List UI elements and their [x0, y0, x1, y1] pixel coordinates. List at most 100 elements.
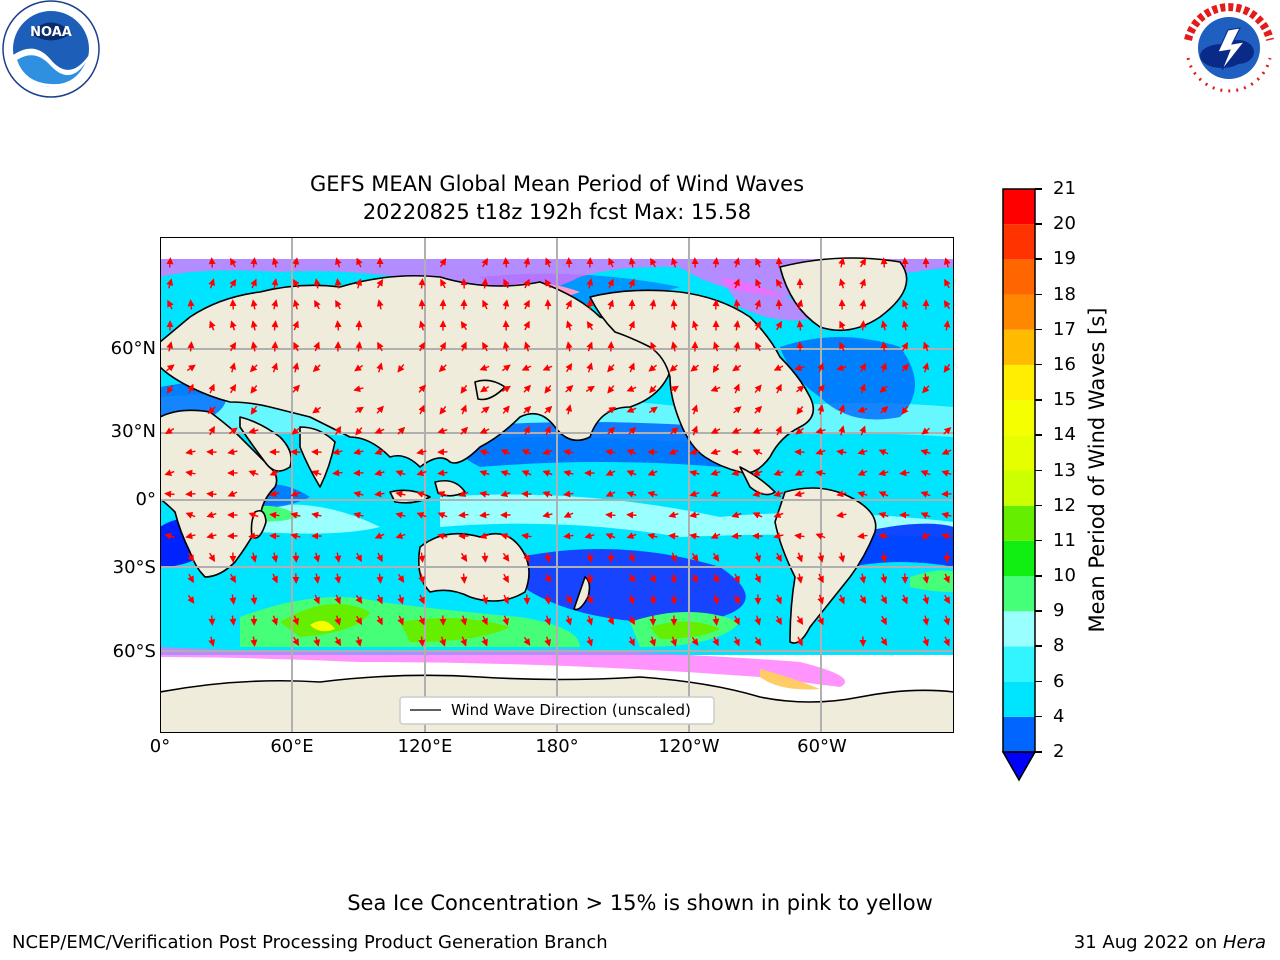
direction-arrow — [248, 427, 259, 435]
direction-arrow — [250, 552, 258, 563]
direction-arrow — [523, 405, 532, 414]
direction-arrow — [208, 425, 215, 436]
direction-arrow — [480, 385, 490, 393]
direction-arrow — [710, 448, 721, 456]
direction-arrow — [566, 320, 573, 331]
direction-arrow — [857, 448, 868, 456]
direction-arrow — [752, 449, 763, 456]
direction-arrow — [607, 278, 614, 289]
direction-arrow — [565, 615, 573, 626]
colorbar-tick-label: 20 — [1053, 213, 1076, 235]
direction-arrow — [775, 594, 782, 605]
direction-arrow — [292, 299, 300, 310]
direction-arrow — [712, 257, 720, 268]
lon-label-60e: 60°E — [270, 736, 314, 757]
direction-arrow — [418, 341, 425, 352]
direction-arrow — [859, 425, 866, 436]
direction-arrow — [502, 594, 509, 605]
direction-arrow — [354, 406, 364, 414]
direction-arrow — [250, 278, 257, 289]
direction-arrow — [523, 341, 531, 352]
direction-arrow — [397, 615, 404, 626]
direction-arrow — [817, 552, 825, 563]
colorbar-segment — [1003, 611, 1035, 647]
direction-arrow — [229, 573, 236, 584]
sea-ice-note: Sea Ice Concentration > 15% is shown in … — [347, 891, 933, 915]
direction-arrow — [941, 448, 952, 455]
direction-arrow — [941, 511, 952, 519]
direction-arrow — [208, 636, 216, 647]
direction-arrow — [418, 404, 425, 415]
colorbar-tick-mark — [1035, 188, 1042, 190]
direction-arrow — [479, 511, 490, 519]
direction-arrow — [249, 364, 258, 373]
direction-arrow — [712, 363, 720, 373]
colorbar-label: Mean Period of Wind Waves [s] — [1085, 307, 1109, 633]
direction-arrow — [545, 257, 552, 268]
direction-arrow — [544, 594, 552, 605]
direction-arrow — [229, 362, 237, 373]
direction-arrow — [437, 512, 448, 519]
lon-label-60w: 60°W — [797, 736, 847, 757]
direction-arrow — [542, 364, 553, 371]
direction-arrow — [440, 278, 447, 289]
direction-arrow — [647, 490, 658, 498]
direction-arrow — [376, 615, 383, 626]
direction-arrow — [418, 320, 426, 331]
direction-arrow — [332, 448, 343, 456]
direction-arrow — [691, 573, 698, 584]
direction-arrow — [355, 552, 362, 563]
direction-arrow — [418, 299, 426, 310]
direction-arrow — [185, 490, 196, 498]
direction-arrow — [166, 384, 174, 395]
colorbar-tick-label: 19 — [1053, 248, 1076, 270]
direction-arrow — [565, 341, 573, 352]
direction-arrow — [796, 320, 804, 331]
direction-arrow — [859, 278, 866, 289]
direction-arrow — [815, 533, 826, 540]
direction-arrow — [775, 425, 782, 436]
direction-arrow — [668, 448, 679, 455]
direction-arrow — [291, 427, 300, 435]
direction-arrow — [500, 490, 511, 497]
direction-arrow — [416, 448, 427, 456]
colorbar-tick-mark — [1035, 645, 1042, 647]
direction-arrow — [649, 636, 656, 647]
direction-arrow — [166, 364, 175, 372]
direction-arrow — [460, 573, 468, 584]
lat-label-60s: 60°S — [112, 641, 156, 662]
colorbar-tick-mark — [1035, 751, 1042, 753]
direction-arrow — [796, 299, 804, 310]
direction-arrow — [353, 448, 364, 456]
direction-arrow — [292, 362, 300, 373]
direction-arrow — [755, 341, 762, 352]
direction-arrow — [689, 469, 700, 477]
direction-arrow — [607, 299, 614, 310]
direction-arrow — [923, 341, 930, 352]
direction-arrow — [250, 594, 258, 605]
direction-arrow — [376, 552, 383, 563]
direction-arrow — [355, 636, 363, 647]
direction-arrow — [356, 257, 363, 268]
direction-arrow — [228, 427, 238, 435]
direction-arrow — [710, 469, 721, 477]
direction-arrow — [859, 257, 867, 268]
direction-arrow — [334, 278, 342, 289]
direction-arrow — [229, 341, 237, 352]
direction-arrow — [206, 532, 217, 540]
colorbar-tick-label: 16 — [1053, 353, 1076, 375]
direction-arrow — [250, 299, 258, 310]
colorbar-tick-label: 8 — [1053, 635, 1065, 657]
direction-arrow — [880, 341, 888, 352]
direction-arrow — [460, 321, 468, 331]
direction-arrow — [418, 278, 426, 289]
direction-arrow — [186, 364, 196, 372]
direction-arrow — [227, 448, 238, 456]
direction-arrow — [311, 470, 322, 477]
colorbar — [1001, 188, 1037, 782]
direction-arrow — [293, 341, 300, 352]
direction-arrow — [437, 491, 448, 498]
colorbar-tick-mark — [1035, 575, 1042, 577]
colorbar-tick-label: 10 — [1053, 565, 1076, 587]
direction-arrow — [481, 552, 489, 563]
